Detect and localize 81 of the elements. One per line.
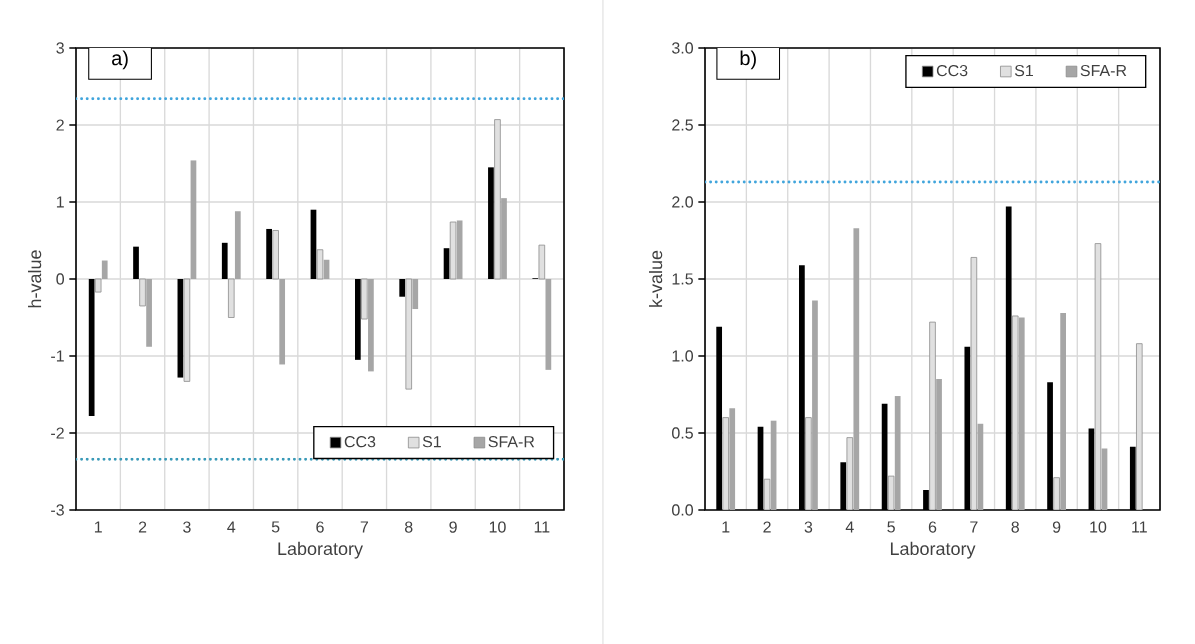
x-tick-label: 3 — [183, 521, 191, 533]
bar — [266, 228, 272, 279]
x-tick-label: 8 — [1011, 521, 1019, 533]
y-tick-label: 1.0 — [672, 350, 694, 362]
x-tick-label: 10 — [489, 521, 506, 533]
bar — [894, 396, 901, 510]
bar — [488, 167, 494, 279]
bar — [316, 249, 324, 280]
bar — [183, 278, 191, 382]
x-tick-label: 6 — [316, 521, 324, 533]
bar — [133, 246, 139, 279]
y-axis-title: h-value — [28, 250, 42, 308]
bar — [101, 260, 108, 279]
bar — [1018, 317, 1025, 510]
bar — [279, 279, 286, 365]
y-tick-label: 2.5 — [672, 119, 693, 131]
legend-label: CC3 — [344, 436, 376, 448]
bar — [234, 211, 241, 279]
x-tick-label: 1 — [722, 521, 730, 533]
y-axis-title: k-value — [649, 250, 663, 307]
annotation: a) — [112, 50, 128, 70]
y-tick-label: 0 — [56, 273, 65, 285]
bar — [399, 279, 406, 297]
x-tick-label: 5 — [271, 521, 280, 533]
y-tick-label: 1.5 — [672, 273, 693, 285]
bar — [853, 228, 860, 510]
x-axis-title: Laboratory — [278, 541, 363, 559]
bar — [494, 119, 501, 280]
bar — [449, 221, 457, 280]
legend-label: SFA-R — [488, 436, 535, 448]
bar — [354, 279, 361, 360]
bar — [221, 242, 228, 279]
legend-label: S1 — [422, 436, 441, 448]
x-tick-label: 7 — [970, 521, 978, 533]
y-tick-label: 2 — [56, 119, 64, 131]
x-tick-label: 9 — [449, 521, 457, 533]
bar — [88, 279, 95, 417]
x-tick-label: 3 — [804, 521, 813, 533]
bar — [729, 408, 736, 510]
x-tick-label: 11 — [1132, 521, 1147, 533]
y-tick-label: 0.0 — [672, 504, 694, 516]
y-tick-label: 0.5 — [672, 427, 693, 439]
annotation: b) — [740, 50, 756, 70]
bar — [545, 279, 552, 370]
bar — [94, 278, 102, 293]
x-tick-label: 11 — [534, 521, 550, 533]
y-tick-label: 3.0 — [672, 42, 694, 54]
x-tick-label: 1 — [94, 521, 102, 533]
x-tick-label: 4 — [227, 521, 236, 533]
y-tick-label: -1 — [51, 350, 64, 362]
x-axis-title: Laboratory — [890, 541, 976, 559]
bar — [368, 279, 374, 372]
bar — [146, 279, 152, 347]
bar — [538, 244, 546, 280]
legend-label: SFA-R — [1080, 64, 1127, 77]
bar — [361, 278, 368, 320]
x-tick-label: 2 — [138, 521, 147, 533]
bar — [1060, 312, 1066, 510]
bar — [139, 278, 146, 307]
bar — [405, 278, 412, 390]
x-tick-label: 9 — [1052, 521, 1061, 533]
y-tick-label: 2.0 — [672, 196, 694, 208]
bar — [501, 198, 507, 279]
y-tick-label: 1 — [56, 196, 64, 208]
x-tick-label: 2 — [763, 521, 771, 533]
bar — [412, 279, 419, 310]
x-tick-label: 8 — [404, 521, 413, 533]
bar — [936, 379, 942, 510]
x-tick-label: 5 — [887, 521, 895, 533]
x-tick-label: 6 — [928, 521, 937, 533]
y-tick-label: 3 — [56, 42, 64, 54]
x-tick-label: 7 — [360, 521, 369, 533]
y-tick-label: -2 — [51, 427, 64, 439]
legend-label: CC3 — [936, 64, 968, 77]
legend-label: S1 — [1014, 64, 1033, 77]
bar — [272, 230, 279, 280]
bar — [812, 300, 818, 510]
x-tick-label: 10 — [1090, 521, 1107, 533]
y-tick-label: -3 — [51, 504, 64, 516]
bar — [228, 278, 235, 318]
x-tick-label: 4 — [845, 521, 854, 533]
